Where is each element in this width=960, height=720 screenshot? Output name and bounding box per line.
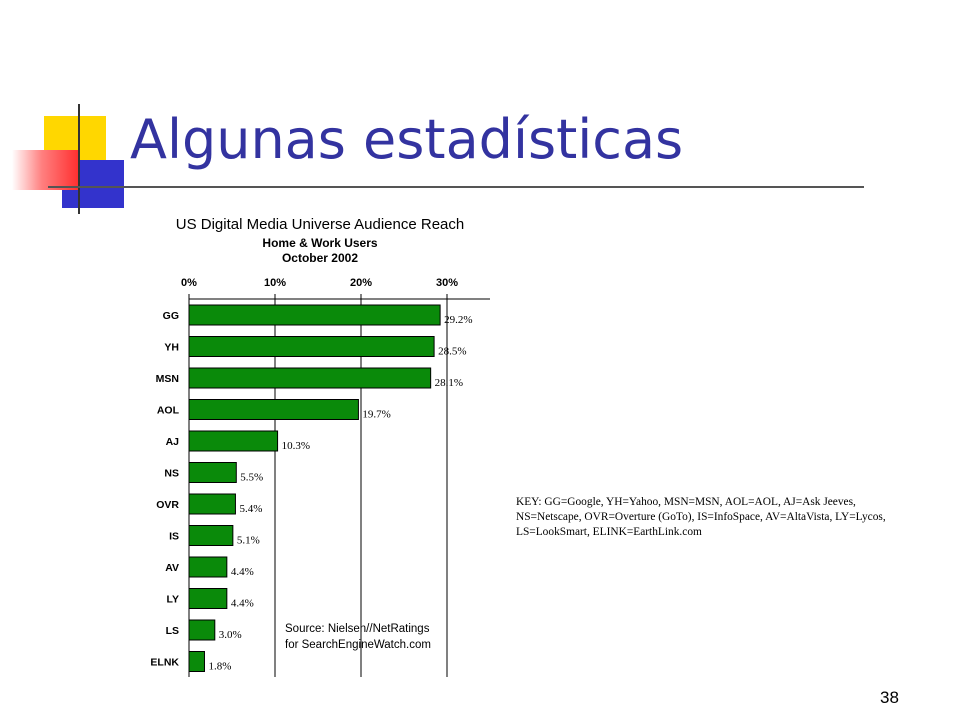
deco-vertical-line	[78, 104, 80, 214]
bar-aj	[188, 430, 279, 452]
category-label: OVR	[156, 499, 179, 511]
bar-is	[188, 525, 234, 546]
bar-av	[188, 556, 228, 578]
x-tick-label: 20%	[350, 277, 372, 289]
category-label: YH	[164, 342, 179, 354]
source-line-2: for SearchEngineWatch.com	[285, 639, 431, 651]
value-label: 28.1%	[435, 377, 463, 389]
bar-ly	[188, 588, 228, 609]
bar-gg	[188, 304, 441, 326]
source-line-1: Source: Nielsen//NetRatings	[285, 623, 430, 635]
value-label: 3.0%	[219, 629, 242, 641]
bar-ovr	[188, 493, 236, 515]
value-label: 4.4%	[231, 598, 254, 610]
value-label: 10.3%	[282, 440, 310, 452]
category-label: LY	[167, 594, 179, 606]
value-label: 5.4%	[239, 503, 262, 515]
category-label: AV	[165, 562, 179, 574]
deco-red-square	[12, 150, 78, 190]
x-tick-label: 0%	[181, 277, 197, 289]
category-label: AOL	[157, 405, 180, 417]
value-label: 4.4%	[231, 566, 254, 578]
chart-subtitle: Home & Work Users	[262, 236, 378, 250]
category-label: GG	[163, 310, 179, 322]
x-tick-label: 30%	[436, 277, 458, 289]
bar-aol	[188, 399, 359, 420]
chart-subtitle-date: October 2002	[281, 251, 359, 265]
chart-key: KEY: GG=Google, YH=Yahoo, MSN=MSN, AOL=A…	[516, 496, 886, 538]
value-label: 29.2%	[444, 314, 472, 326]
category-label: IS	[169, 531, 179, 543]
title-rule	[48, 186, 864, 188]
category-label: MSN	[156, 373, 179, 385]
page-number: 38	[880, 688, 899, 707]
source-note: Source: Nielsen//NetRatings for SearchEn…	[285, 621, 431, 653]
value-label: 1.8%	[208, 661, 231, 673]
bar-elnk	[188, 651, 205, 672]
bar-msn	[188, 367, 432, 389]
bar-yh	[188, 336, 435, 357]
value-label: 19.7%	[362, 409, 390, 421]
value-label: 5.1%	[237, 535, 260, 547]
page-title: Algunas estadísticas	[130, 108, 684, 171]
category-label: NS	[164, 468, 179, 480]
bar-ls	[188, 619, 216, 641]
value-label: 28.5%	[438, 346, 466, 358]
x-tick-label: 10%	[264, 277, 286, 289]
category-label: ELNK	[150, 657, 179, 669]
bar-ns	[188, 462, 237, 483]
chart-title: US Digital Media Universe Audience Reach	[175, 216, 465, 233]
category-label: AJ	[166, 436, 180, 448]
value-label: 5.5%	[240, 472, 263, 484]
category-label: LS	[166, 625, 179, 637]
